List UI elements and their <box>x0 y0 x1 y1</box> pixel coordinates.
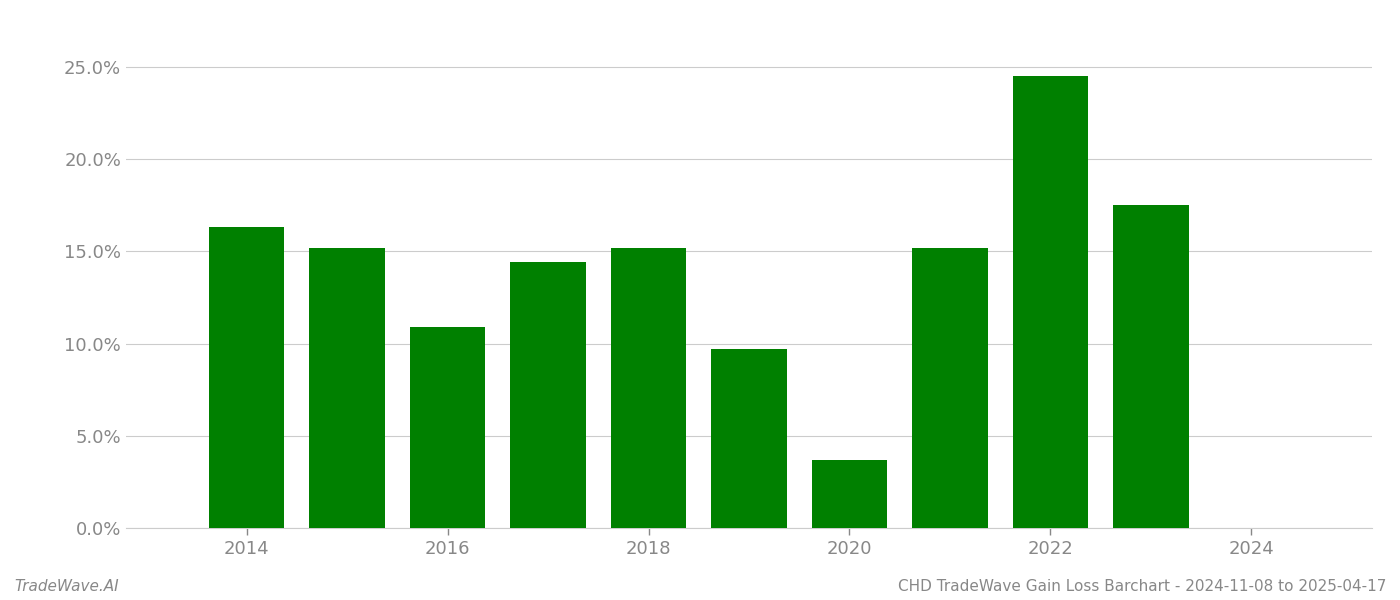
Bar <box>1012 76 1088 528</box>
Bar <box>913 248 987 528</box>
Bar <box>410 327 486 528</box>
Text: TradeWave.AI: TradeWave.AI <box>14 579 119 594</box>
Bar <box>1113 205 1189 528</box>
Bar <box>309 248 385 528</box>
Text: CHD TradeWave Gain Loss Barchart - 2024-11-08 to 2025-04-17: CHD TradeWave Gain Loss Barchart - 2024-… <box>897 579 1386 594</box>
Bar <box>711 349 787 528</box>
Bar <box>610 248 686 528</box>
Bar <box>812 460 888 528</box>
Bar <box>209 227 284 528</box>
Bar <box>511 262 585 528</box>
